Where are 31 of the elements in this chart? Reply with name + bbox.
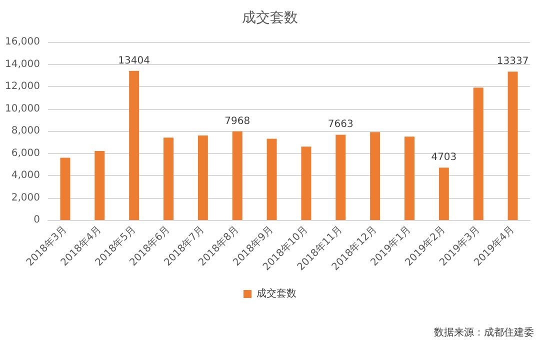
legend-label: 成交套数 [256,288,296,300]
bar [94,151,105,220]
bar [129,70,140,220]
y-tick-label: 8,000 [11,126,40,136]
bar [404,136,414,220]
source-note: 数据来源：成都住建委 [434,326,534,338]
bar [336,134,346,220]
data-label: 13404 [118,55,150,66]
y-tick-label: 0 [34,214,40,226]
y-tick-label: 12,000 [5,81,40,92]
bar [266,138,277,220]
y-tick-label: 16,000 [5,36,40,48]
bar [508,72,518,220]
bar [438,168,449,220]
bar [164,138,174,220]
bar [198,135,208,220]
bar [232,131,242,220]
data-label: 4703 [431,152,457,164]
y-tick-label: 14,000 [5,58,40,70]
y-tick-label: 10,000 [5,103,40,114]
bar [370,132,380,220]
data-label: 7663 [328,119,354,130]
chart-title: 成交套数 [242,10,298,26]
y-tick-label: 4,000 [11,170,40,181]
y-tick-label: 2,000 [11,192,40,204]
data-label: 13337 [496,56,529,68]
y-tick-label: 6,000 [11,148,40,159]
data-label: 7968 [224,116,250,127]
bar [301,146,312,220]
bar [60,158,70,220]
bar [473,88,484,220]
